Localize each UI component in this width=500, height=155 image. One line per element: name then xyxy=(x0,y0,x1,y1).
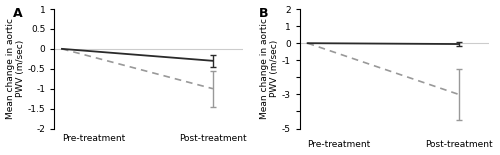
Text: Post-treatment: Post-treatment xyxy=(425,140,492,149)
Y-axis label: Mean change in aortic
PWV (m/sec): Mean change in aortic PWV (m/sec) xyxy=(6,18,25,119)
Text: Post-treatment: Post-treatment xyxy=(179,135,246,144)
Y-axis label: Mean change in aortic
PWV (m/sec): Mean change in aortic PWV (m/sec) xyxy=(260,18,280,119)
Text: B: B xyxy=(258,7,268,20)
Text: Pre-treatment: Pre-treatment xyxy=(308,140,371,149)
Text: Pre-treatment: Pre-treatment xyxy=(62,135,125,144)
Text: A: A xyxy=(13,7,22,20)
